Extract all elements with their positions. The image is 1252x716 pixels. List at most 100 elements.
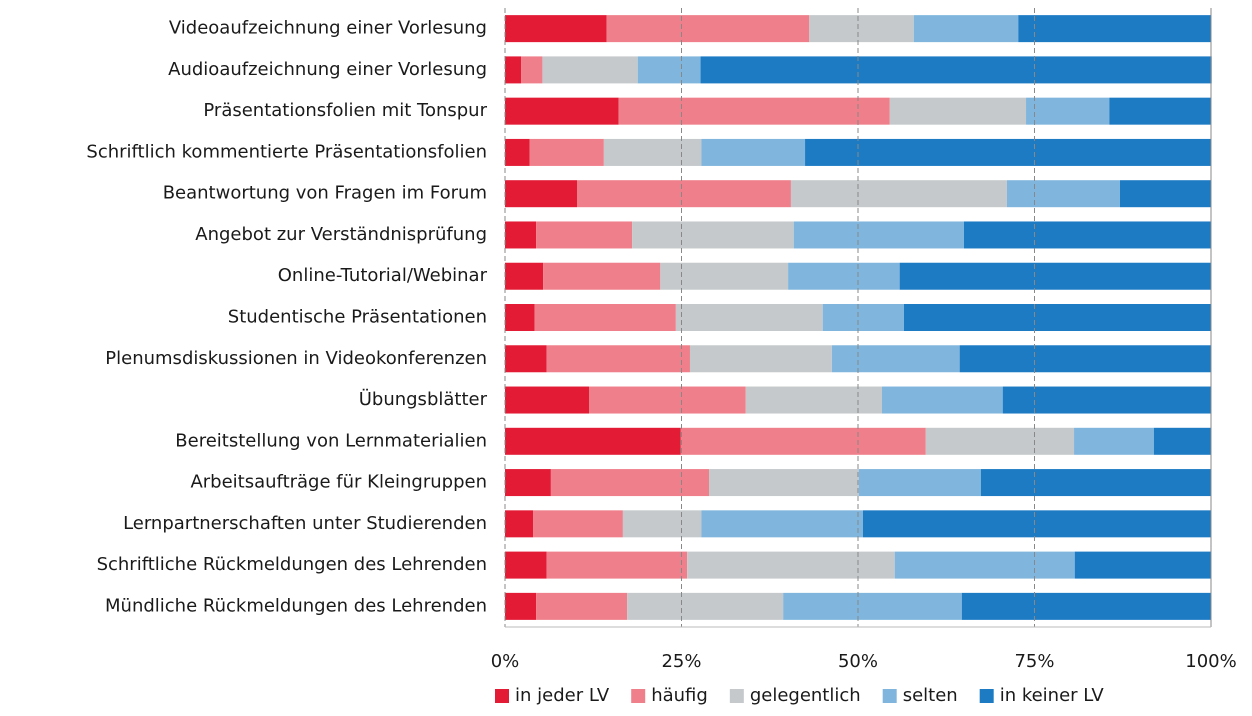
bar-segment [536, 592, 628, 620]
bar-segment [1002, 386, 1211, 414]
bar-segment [546, 345, 690, 373]
bar-segment [793, 221, 964, 249]
bar-segment [622, 510, 702, 538]
y-tick-label: Bereitstellung von Lernmaterialien [175, 430, 487, 451]
bar-segment [903, 304, 1211, 331]
bar-segment [858, 469, 981, 497]
bar-segment [1074, 551, 1211, 579]
bar-segment [862, 510, 1211, 538]
bar-segment [889, 97, 1027, 125]
bar-segment [1018, 15, 1211, 43]
bar-segment [505, 180, 578, 208]
y-tick-label: Videoaufzeichnung einer Vorlesung [169, 18, 487, 39]
bar-segment [505, 56, 522, 84]
y-tick-label: Plenumsdiskussionen in Videokonferenzen [105, 348, 487, 369]
legend-swatch [729, 689, 744, 703]
y-tick-label: Arbeitsaufträge für Kleingruppen [190, 472, 487, 493]
bar-segment [980, 469, 1211, 497]
bar-segment [831, 345, 960, 373]
bar-segment [899, 262, 1211, 290]
x-tick-label: 75% [1014, 651, 1054, 672]
x-tick-label: 0% [491, 651, 520, 672]
y-tick-label: Online-Tutorial/Webinar [278, 265, 488, 286]
bar-segment [505, 221, 537, 249]
bar-segment [1109, 97, 1211, 125]
bar-segment [536, 221, 633, 249]
legend-label: selten [903, 685, 958, 706]
legend-label: in jeder LV [515, 685, 610, 706]
bar-segment [680, 427, 926, 455]
bar-segment [505, 510, 534, 538]
bar-segment [701, 510, 863, 538]
y-tick-label: Angebot zur Verständnisprüfung [195, 224, 487, 245]
bar-segment [637, 56, 701, 84]
bar-segment [1119, 180, 1211, 208]
bar-segment [1026, 97, 1110, 125]
x-tick-label: 50% [838, 651, 878, 672]
bar-segment [505, 551, 547, 579]
bar-segment [505, 262, 544, 290]
bar-segment [543, 262, 661, 290]
bar-segment [700, 56, 1212, 84]
bar-segment [894, 551, 1075, 579]
bar-segment [675, 304, 823, 331]
bar-segment [627, 592, 784, 620]
bar-segment [701, 138, 806, 166]
bar-segment [505, 138, 530, 166]
bar-segment [505, 345, 547, 373]
x-tick-label: 100% [1185, 651, 1236, 672]
bar-segment [606, 15, 810, 43]
legend-swatch [882, 689, 897, 703]
bar-segment [689, 345, 832, 373]
bar-segment [505, 15, 607, 43]
bar-segment [913, 15, 1019, 43]
bar-segment [618, 97, 890, 125]
bar-segment [1153, 427, 1211, 455]
bar-segment [805, 138, 1211, 166]
bar-segment [505, 386, 590, 414]
legend-swatch [979, 689, 994, 703]
bar-segment [687, 551, 895, 579]
bar-segment [882, 386, 1003, 414]
bar-segment [783, 592, 962, 620]
bar-segment [505, 592, 537, 620]
bar-segment [709, 469, 859, 497]
bar-segment [660, 262, 789, 290]
bar-segment [959, 345, 1211, 373]
bar-segment [745, 386, 883, 414]
bar-segment [546, 551, 688, 579]
bar-segment [963, 221, 1211, 249]
bar-segment [925, 427, 1075, 455]
bar-segment [961, 592, 1211, 620]
bar-segment [603, 138, 702, 166]
y-tick-label: Beantwortung von Fragen im Forum [163, 183, 487, 204]
bar-segment [788, 262, 900, 290]
legend-label: in keiner LV [1000, 685, 1105, 706]
legend-swatch [631, 689, 646, 703]
bar-segment [790, 180, 1007, 208]
y-tick-label: Studentische Präsentationen [228, 307, 487, 328]
legend-label: gelegentlich [750, 685, 861, 706]
bar-segment [542, 56, 638, 84]
y-tick-label: Mündliche Rückmeldungen des Lehrenden [105, 595, 487, 616]
bar-segment [505, 97, 619, 125]
bar-segment [529, 138, 604, 166]
x-tick-label: 25% [661, 651, 701, 672]
bar-segment [632, 221, 794, 249]
legend-swatch [495, 689, 509, 703]
bar-segment [1006, 180, 1120, 208]
legend-label: häufig [651, 685, 708, 706]
y-tick-label: Lernpartnerschaften unter Studierenden [123, 513, 487, 534]
bar-segment [521, 56, 543, 84]
bar-segment [809, 15, 914, 43]
y-tick-label: Audioaufzeichnung einer Vorlesung [168, 59, 487, 80]
bar-segment [505, 304, 535, 331]
bar-segment [589, 386, 746, 414]
bar-segment [577, 180, 791, 208]
y-tick-label: Schriftliche Rückmeldungen des Lehrenden [97, 554, 487, 575]
bar-segment [550, 469, 710, 497]
y-tick-label: Präsentationsfolien mit Tonspur [203, 100, 487, 121]
bar-segment [822, 304, 904, 331]
bar-segment [534, 304, 676, 331]
